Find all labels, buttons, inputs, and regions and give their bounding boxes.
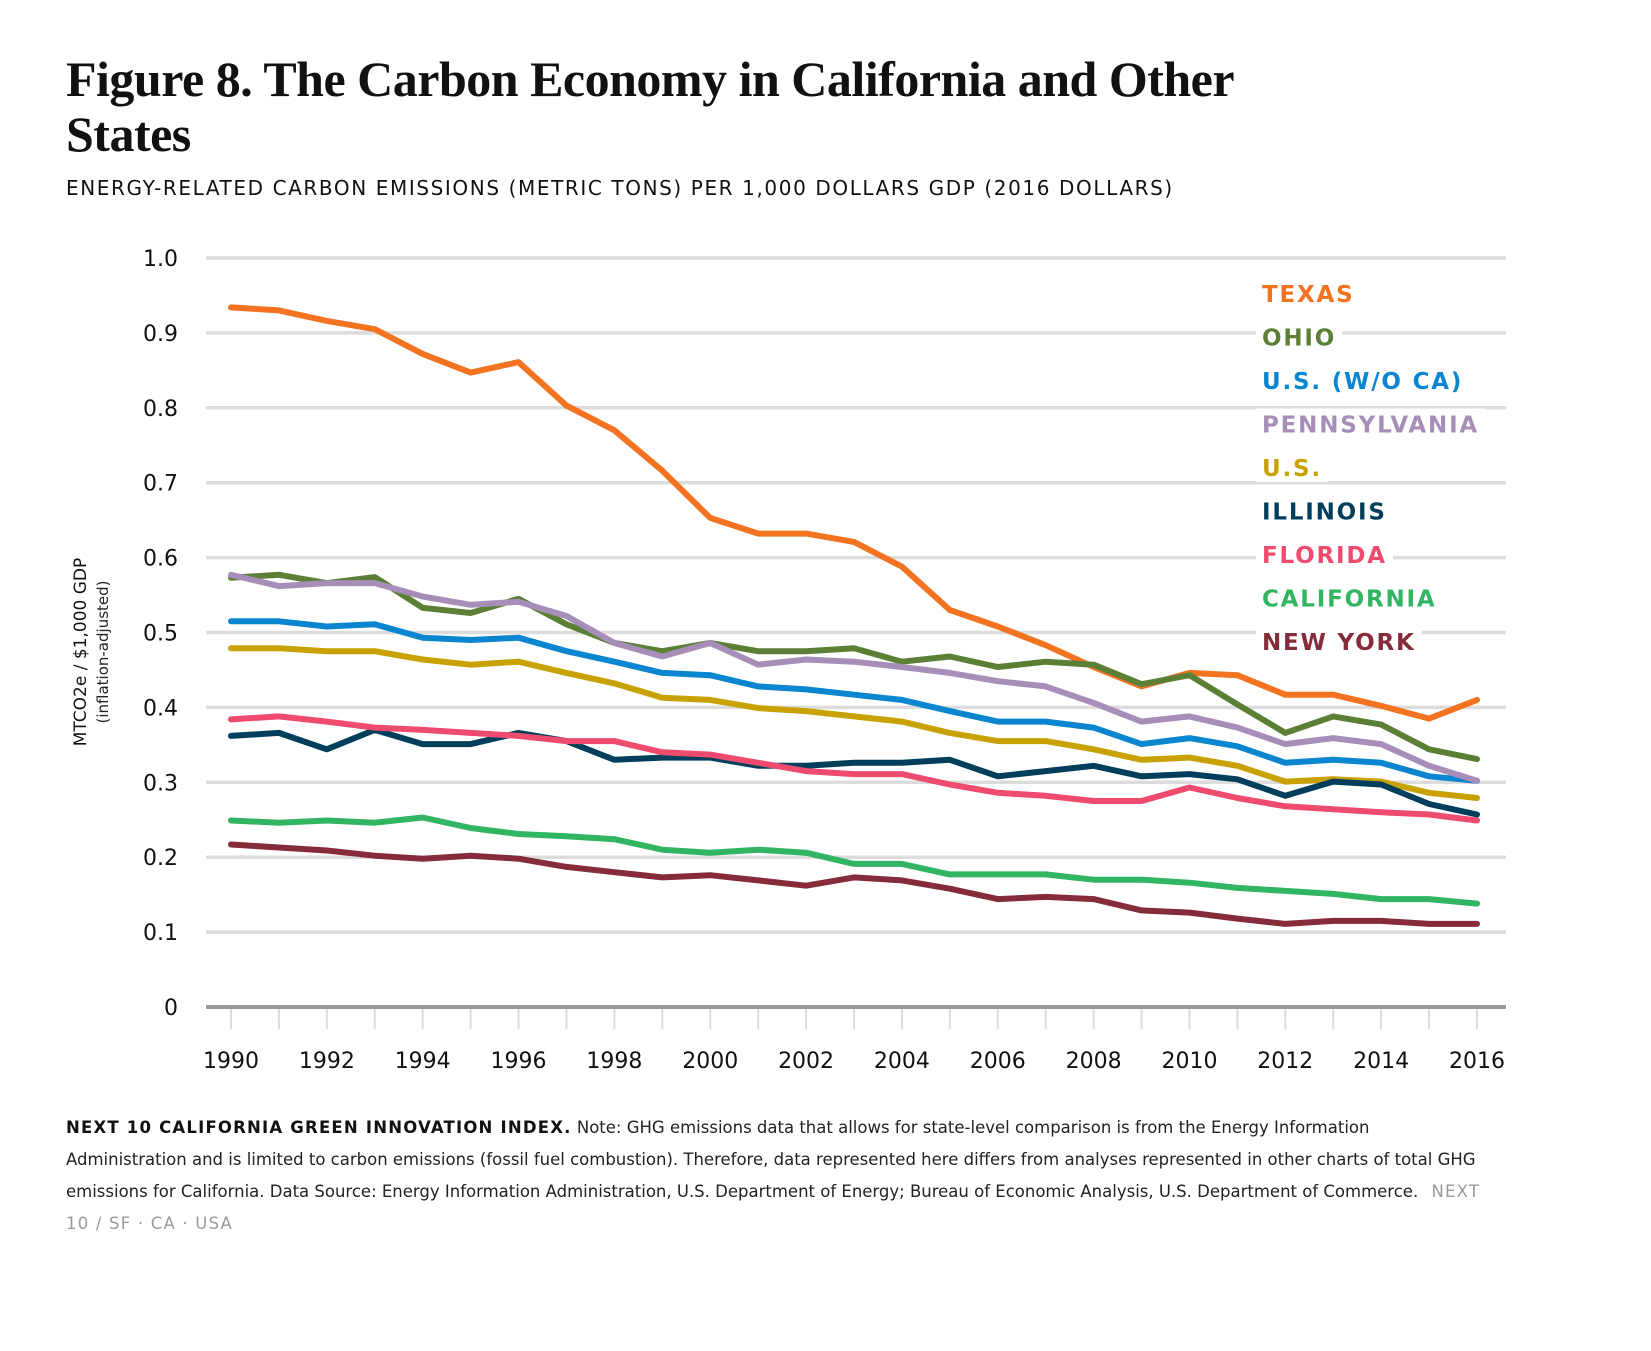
legend-item: FLORIDA xyxy=(1262,543,1387,569)
x-tick-label: 2006 xyxy=(970,1049,1026,1074)
series-line-illinois xyxy=(228,726,1480,818)
legend-item-bg xyxy=(1256,626,1422,656)
footer-lead: NEXT 10 CALIFORNIA GREEN INNOVATION INDE… xyxy=(66,1118,572,1137)
y-tick-label: 0.8 xyxy=(143,397,178,422)
legend-item: PENNSYLVANIA xyxy=(1262,413,1479,439)
x-tick-label: 1998 xyxy=(586,1049,642,1074)
legend-item-bg xyxy=(1256,452,1328,482)
y-axis-title: MTCO2e / $1,000 GDP xyxy=(71,558,91,747)
legend-item-bg xyxy=(1256,539,1393,569)
x-tick-label: 1996 xyxy=(491,1049,547,1074)
series-line-u-s-w-o-ca xyxy=(228,618,1480,784)
y-tick-label: 0.4 xyxy=(143,696,178,721)
series-line-florida xyxy=(228,713,1480,824)
y-tick-label: 0.9 xyxy=(143,322,178,347)
x-tick-label: 1990 xyxy=(203,1049,259,1074)
y-tick-label: 1.0 xyxy=(143,247,178,272)
figure-subtitle: ENERGY-RELATED CARBON EMISSIONS (METRIC … xyxy=(66,176,1174,200)
series-line-u-s xyxy=(228,645,1480,801)
series-line-ohio xyxy=(228,571,1480,763)
footer-note: NEXT 10 CALIFORNIA GREEN INNOVATION INDE… xyxy=(66,1112,1486,1240)
y-tick-label: 0.6 xyxy=(143,547,178,572)
x-tick-label: 2004 xyxy=(874,1049,930,1074)
legend-item-bg xyxy=(1256,365,1470,395)
y-axis-label: MTCO2e / $1,000 GDP (inflation-adjusted) xyxy=(71,558,112,747)
footer-brand: NEXT 10 / SF · CA · USA xyxy=(66,1182,1481,1233)
legend-item-bg xyxy=(1256,408,1486,439)
legend-background xyxy=(1256,278,1486,656)
y-tick-label: 0.3 xyxy=(143,771,178,796)
legend-item-bg xyxy=(1256,495,1393,526)
y-tick-label: 0.2 xyxy=(143,846,178,871)
x-tick-label: 2002 xyxy=(778,1049,834,1074)
legend-item: U.S. (W/O CA) xyxy=(1262,369,1463,395)
x-tick-label: 2010 xyxy=(1161,1049,1217,1074)
legend-item: OHIO xyxy=(1262,326,1336,352)
series-line-california xyxy=(228,814,1480,907)
line-chart: 0 0.1 0.2 0.3 0.4 0.5 0.6 0.7 0.8 0.9 1.0 1990 1992… xyxy=(71,247,1506,1074)
x-tick-label: 2014 xyxy=(1353,1049,1409,1074)
y-axis-subtitle: (inflation-adjusted) xyxy=(94,581,112,724)
x-tick-label: 2016 xyxy=(1449,1049,1505,1074)
x-tick-label: 2012 xyxy=(1257,1049,1313,1074)
legend-item: TEXAS xyxy=(1262,282,1355,308)
x-tick-label: 2000 xyxy=(682,1049,738,1074)
series-line-pennsylvania xyxy=(228,571,1480,784)
y-tick-label: 0.1 xyxy=(143,921,178,946)
series-line-texas xyxy=(228,304,1480,722)
y-tick-label: 0 xyxy=(164,996,178,1021)
legend-item: NEW YORK xyxy=(1262,630,1416,656)
legend-item-bg xyxy=(1256,321,1343,352)
legend: TEXAS OHIO U.S. (W/O CA) PENNSYLVANIA U.S. IL… xyxy=(1262,282,1479,656)
figure-title: Figure 8. The Carbon Economy in Californ… xyxy=(66,51,1234,162)
x-axis-tick-labels: 1990 1992 1994 1996 1998 2000 2002 2004 2006 2008… xyxy=(203,1049,1505,1074)
legend-item-bg xyxy=(1256,582,1443,613)
x-tick-label: 2008 xyxy=(1066,1049,1122,1074)
x-tick-label: 1994 xyxy=(395,1049,451,1074)
legend-item: CALIFORNIA xyxy=(1262,587,1436,613)
series-line-new-york xyxy=(228,841,1480,927)
series-lines xyxy=(228,304,1480,927)
footer-note-text: Note: GHG emissions data that allows for… xyxy=(66,1118,1476,1201)
x-axis xyxy=(206,1005,1506,1029)
y-tick-label: 0.7 xyxy=(143,472,178,497)
legend-item: U.S. xyxy=(1262,456,1322,482)
y-axis-ticks: 0 0.1 0.2 0.3 0.4 0.5 0.6 0.7 0.8 0.9 1.0 xyxy=(143,247,178,1021)
x-tick-label: 1992 xyxy=(299,1049,355,1074)
y-tick-label: 0.5 xyxy=(143,622,178,647)
legend-item: ILLINOIS xyxy=(1262,500,1387,526)
legend-item-bg xyxy=(1256,278,1361,308)
